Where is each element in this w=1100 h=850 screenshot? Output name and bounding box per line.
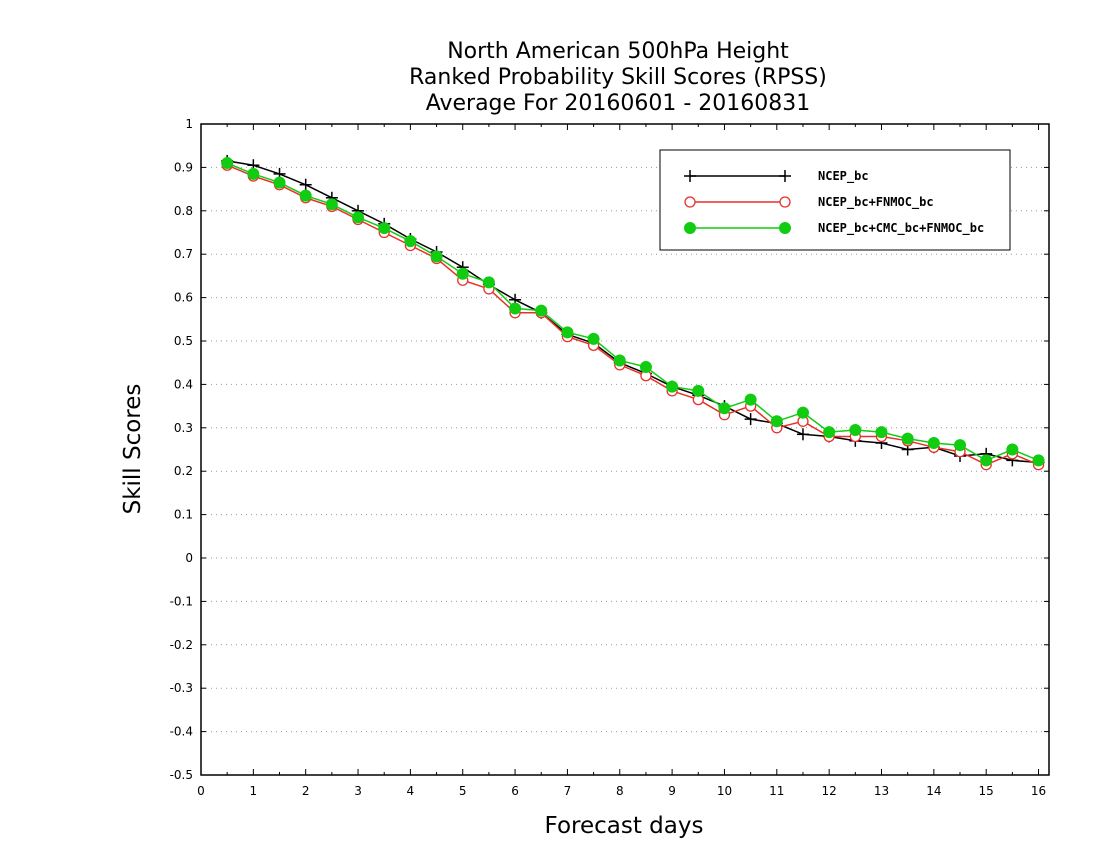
legend-marker-0-b	[779, 170, 791, 182]
y-tick-label: 0.1	[174, 508, 193, 522]
legend-marker-0-a	[684, 170, 696, 182]
data-point-s2-22	[796, 406, 809, 419]
y-tick-label: 0.7	[174, 247, 193, 261]
x-axis-label: Forecast days	[545, 813, 704, 839]
legend-marker-1-a	[684, 196, 696, 208]
x-tick-label: 0	[197, 784, 205, 798]
series-lines	[221, 154, 1045, 471]
y-tick-label: -0.3	[170, 681, 193, 695]
x-tick-label: 10	[717, 784, 732, 798]
x-tick-label: 8	[616, 784, 624, 798]
data-point-s2-30	[1006, 443, 1019, 456]
data-point-s2-9	[456, 267, 469, 280]
y-tick-label: 0.5	[174, 334, 193, 348]
x-tick-label: 11	[769, 784, 784, 798]
series-line-0	[227, 160, 1039, 464]
data-point-s2-20	[744, 393, 757, 406]
data-point-s2-6	[378, 222, 391, 235]
series-2	[221, 157, 1045, 467]
y-tick-label: -0.2	[170, 638, 193, 652]
data-point-s2-27	[927, 436, 940, 449]
y-tick-label: -0.4	[170, 725, 193, 739]
x-tick-label: 13	[874, 784, 889, 798]
data-point-s2-28	[954, 439, 967, 452]
data-point-s0-20	[744, 413, 757, 426]
data-point-s0-22	[796, 428, 809, 441]
data-point-s2-16	[639, 361, 652, 374]
data-point-s2-31	[1032, 454, 1045, 467]
data-point-s2-21	[770, 415, 783, 428]
data-point-s2-25	[875, 426, 888, 439]
x-tick-label: 16	[1031, 784, 1046, 798]
legend-label-1: NCEP_bc+FNMOC_bc	[818, 195, 934, 210]
x-tick-label: 14	[926, 784, 941, 798]
data-point-s2-3	[299, 189, 312, 202]
data-point-s2-8	[430, 250, 443, 263]
x-tick-label: 4	[407, 784, 415, 798]
y-tick-label: 0.9	[174, 160, 193, 174]
legend-label-2: NCEP_bc+CMC_bc+FNMOC_bc	[818, 221, 984, 236]
x-tick-label: 5	[459, 784, 467, 798]
data-point-s2-17	[666, 380, 679, 393]
legend-box	[659, 149, 1011, 251]
x-tick-label: 12	[822, 784, 837, 798]
grid-lines	[201, 166, 1049, 733]
plot-frame	[200, 123, 1050, 776]
data-point-s2-18	[692, 384, 705, 397]
data-point-s2-26	[901, 432, 914, 445]
axes: -0.5 -0.4 -0.3 -0.2 -0.1 0 0.1 0.2 0.3 0.4 0.5 0.6 0…	[170, 117, 1050, 798]
y-tick-label: 0.4	[174, 377, 193, 391]
y-tick-label: 0.2	[174, 464, 193, 478]
chart-title-line-2: Ranked Probability Skill Scores (RPSS)	[409, 65, 827, 90]
y-tick-label: -0.5	[170, 768, 193, 782]
data-point-s0-3	[299, 178, 312, 191]
data-point-s2-15	[613, 354, 626, 367]
chart-title-line-3: Average For 20160601 - 20160831	[426, 91, 811, 116]
data-point-s2-4	[325, 198, 338, 211]
legend-marker-2-b	[779, 222, 791, 234]
y-tick-label: 0.6	[174, 291, 193, 305]
x-tick-label: 2	[302, 784, 310, 798]
legend: NCEP_bc NCEP_bc+FNMOC_bc NCEP_bc+CMC_bc+FN…	[659, 149, 1011, 251]
y-tick-label: 1	[185, 117, 193, 131]
chart-title-line-1: North American 500hPa Height	[447, 39, 789, 64]
data-point-s2-13	[561, 326, 574, 339]
x-tick-label: 9	[668, 784, 676, 798]
data-point-s2-7	[404, 235, 417, 248]
y-tick-label: -0.1	[170, 594, 193, 608]
legend-marker-1-b	[779, 196, 791, 208]
y-tick-label: 0	[185, 551, 193, 565]
data-point-s2-29	[980, 454, 993, 467]
data-point-s2-2	[273, 176, 286, 189]
data-point-s2-12	[535, 304, 548, 317]
data-point-s2-11	[509, 302, 522, 315]
y-tick-label: 0.8	[174, 204, 193, 218]
data-point-s2-0	[221, 157, 234, 170]
legend-label-0: NCEP_bc	[818, 169, 869, 184]
data-point-s2-23	[823, 426, 836, 439]
x-tick-label: 3	[354, 784, 362, 798]
data-point-s2-10	[482, 276, 495, 289]
data-point-s2-19	[718, 402, 731, 415]
data-point-s2-24	[849, 423, 862, 436]
chart-title: North American 500hPa Height Ranked Prob…	[409, 39, 827, 116]
data-point-s2-1	[247, 167, 260, 180]
y-tick-label: 0.3	[174, 421, 193, 435]
data-point-s2-14	[587, 332, 600, 345]
x-tick-label: 6	[511, 784, 519, 798]
y-axis-label: Skill Scores	[120, 384, 146, 515]
x-tick-label: 15	[979, 784, 994, 798]
legend-marker-2-a	[684, 222, 696, 234]
x-tick-label: 7	[564, 784, 572, 798]
data-point-s2-5	[352, 211, 365, 224]
x-tick-label: 1	[250, 784, 258, 798]
